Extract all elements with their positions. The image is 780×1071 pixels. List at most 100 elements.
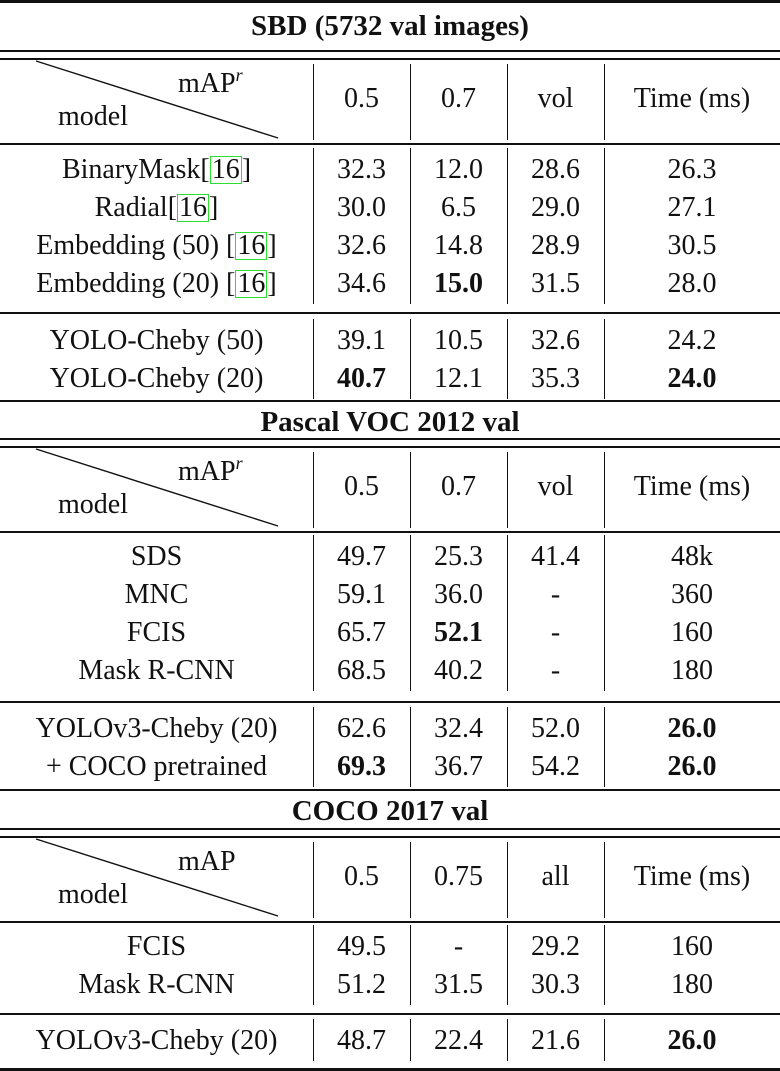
metric-text: mAP (178, 68, 236, 99)
metric-value: 29.0 (531, 192, 580, 223)
column-divider (312, 1019, 314, 1061)
column-header: Time (ms) (633, 861, 751, 892)
metric-value: 160 (671, 931, 713, 962)
metric-value: 24.0 (667, 363, 717, 394)
model-name: + COCO pretrained (0, 748, 313, 786)
metric-value: 28.0 (667, 268, 717, 299)
citation-link[interactable]: 16 (235, 268, 268, 299)
column-divider (409, 925, 411, 1005)
model-name: SDS (0, 538, 313, 576)
metric-value: 52.0 (531, 713, 580, 744)
metric-value: 32.4 (434, 713, 483, 744)
column-divider (409, 319, 411, 399)
metric-value: 160 (671, 617, 713, 648)
model-name: YOLOv3-Cheby (20) (0, 1022, 313, 1060)
model-name-text: BinaryMask (61, 154, 201, 185)
metric-value: 51.2 (337, 969, 386, 1000)
metric-value: 26.0 (667, 713, 717, 744)
model-name-text: Embedding (50) (36, 230, 220, 261)
metric-value: 30.5 (667, 230, 717, 261)
double-rule-upper (0, 50, 780, 52)
column-divider (312, 707, 314, 787)
metric-value: 29.2 (531, 931, 580, 962)
metric-value: 48.7 (337, 1025, 386, 1056)
metric-value: - (550, 655, 561, 686)
citation-link[interactable]: 16 (177, 192, 210, 223)
column-divider (603, 925, 605, 1005)
header-metric-label: mAPr (178, 454, 243, 487)
metric-value: 22.4 (434, 1025, 483, 1056)
column-divider (312, 148, 314, 304)
metric-value: 30.3 (531, 969, 580, 1000)
column-divider (506, 319, 508, 399)
column-divider (409, 452, 411, 528)
column-divider (603, 535, 605, 691)
model-name-text: YOLOv3-Cheby (20) (35, 713, 278, 744)
model-name-text: Mask R-CNN (78, 655, 235, 686)
column-divider (506, 1019, 508, 1061)
column-divider (603, 319, 605, 399)
column-divider (603, 1019, 605, 1061)
diagonal-header-divider (35, 838, 279, 917)
metric-value: 31.5 (434, 969, 483, 1000)
column-divider (312, 319, 314, 399)
column-divider (506, 925, 508, 1005)
metric-value: 59.1 (337, 579, 386, 610)
model-name: YOLO-Cheby (50) (0, 322, 313, 360)
model-name-text: Embedding (20) (36, 268, 220, 299)
column-divider (506, 64, 508, 140)
column-divider (603, 842, 605, 918)
column-header: all (541, 861, 570, 892)
cite-spacer (219, 230, 226, 261)
metric-value: 49.5 (337, 931, 386, 962)
section-title: COCO 2017 val (291, 795, 489, 827)
column-divider (409, 842, 411, 918)
citation-link[interactable]: 16 (209, 154, 242, 185)
column-header: 0.7 (441, 471, 476, 502)
metric-value: 26.0 (667, 751, 717, 782)
double-rule-lower (0, 836, 780, 838)
column-divider (312, 64, 314, 140)
model-name: MNC (0, 576, 313, 614)
metric-value: 49.7 (337, 541, 386, 572)
metric-value: 32.3 (337, 154, 386, 185)
metric-value: 40.7 (337, 363, 386, 394)
metric-value: 40.2 (434, 655, 483, 686)
metric-value: 26.0 (667, 1025, 717, 1056)
metric-value: 32.6 (337, 230, 386, 261)
model-name-text: YOLO-Cheby (50) (49, 325, 264, 356)
metric-value: 360 (671, 579, 713, 610)
header-bottom-rule (0, 143, 780, 145)
model-name-text: SDS (130, 541, 183, 572)
metric-value: 21.6 (531, 1025, 580, 1056)
column-divider (506, 707, 508, 787)
header-bottom-rule (0, 921, 780, 923)
double-rule-lower (0, 58, 780, 60)
header-bottom-rule (0, 531, 780, 533)
metric-value: 26.3 (667, 154, 717, 185)
citation-link[interactable]: 16 (235, 230, 268, 261)
metric-value: 27.1 (667, 192, 717, 223)
column-divider (603, 64, 605, 140)
column-divider (603, 148, 605, 304)
column-header: Time (ms) (633, 471, 751, 502)
group-divider-rule (0, 1013, 780, 1015)
metric-value: - (453, 931, 464, 962)
metric-value: 36.7 (434, 751, 483, 782)
model-name-text: Radial (94, 192, 168, 223)
metric-value: 28.6 (531, 154, 580, 185)
metric-value: 180 (671, 969, 713, 1000)
column-header: 0.5 (344, 471, 379, 502)
model-name: Radial[16] (94, 192, 219, 223)
column-header: vol (537, 471, 574, 502)
column-divider (506, 535, 508, 691)
double-rule-upper (0, 828, 780, 830)
model-name: FCIS (0, 928, 313, 966)
metric-value: 32.6 (531, 325, 580, 356)
column-header: 0.5 (344, 861, 379, 892)
column-header: 0.7 (441, 83, 476, 114)
metric-value: - (550, 579, 561, 610)
metric-superscript: r (235, 65, 243, 85)
model-name: Embedding (20) [16] (36, 268, 277, 299)
model-name-text: + COCO pretrained (45, 751, 268, 782)
